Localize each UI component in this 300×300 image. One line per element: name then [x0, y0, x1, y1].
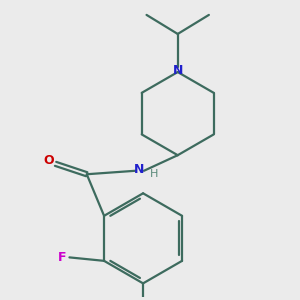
Text: N: N: [172, 64, 183, 77]
Text: H: H: [150, 169, 158, 179]
Text: N: N: [134, 163, 145, 176]
Text: F: F: [58, 251, 67, 264]
Text: O: O: [43, 154, 54, 167]
